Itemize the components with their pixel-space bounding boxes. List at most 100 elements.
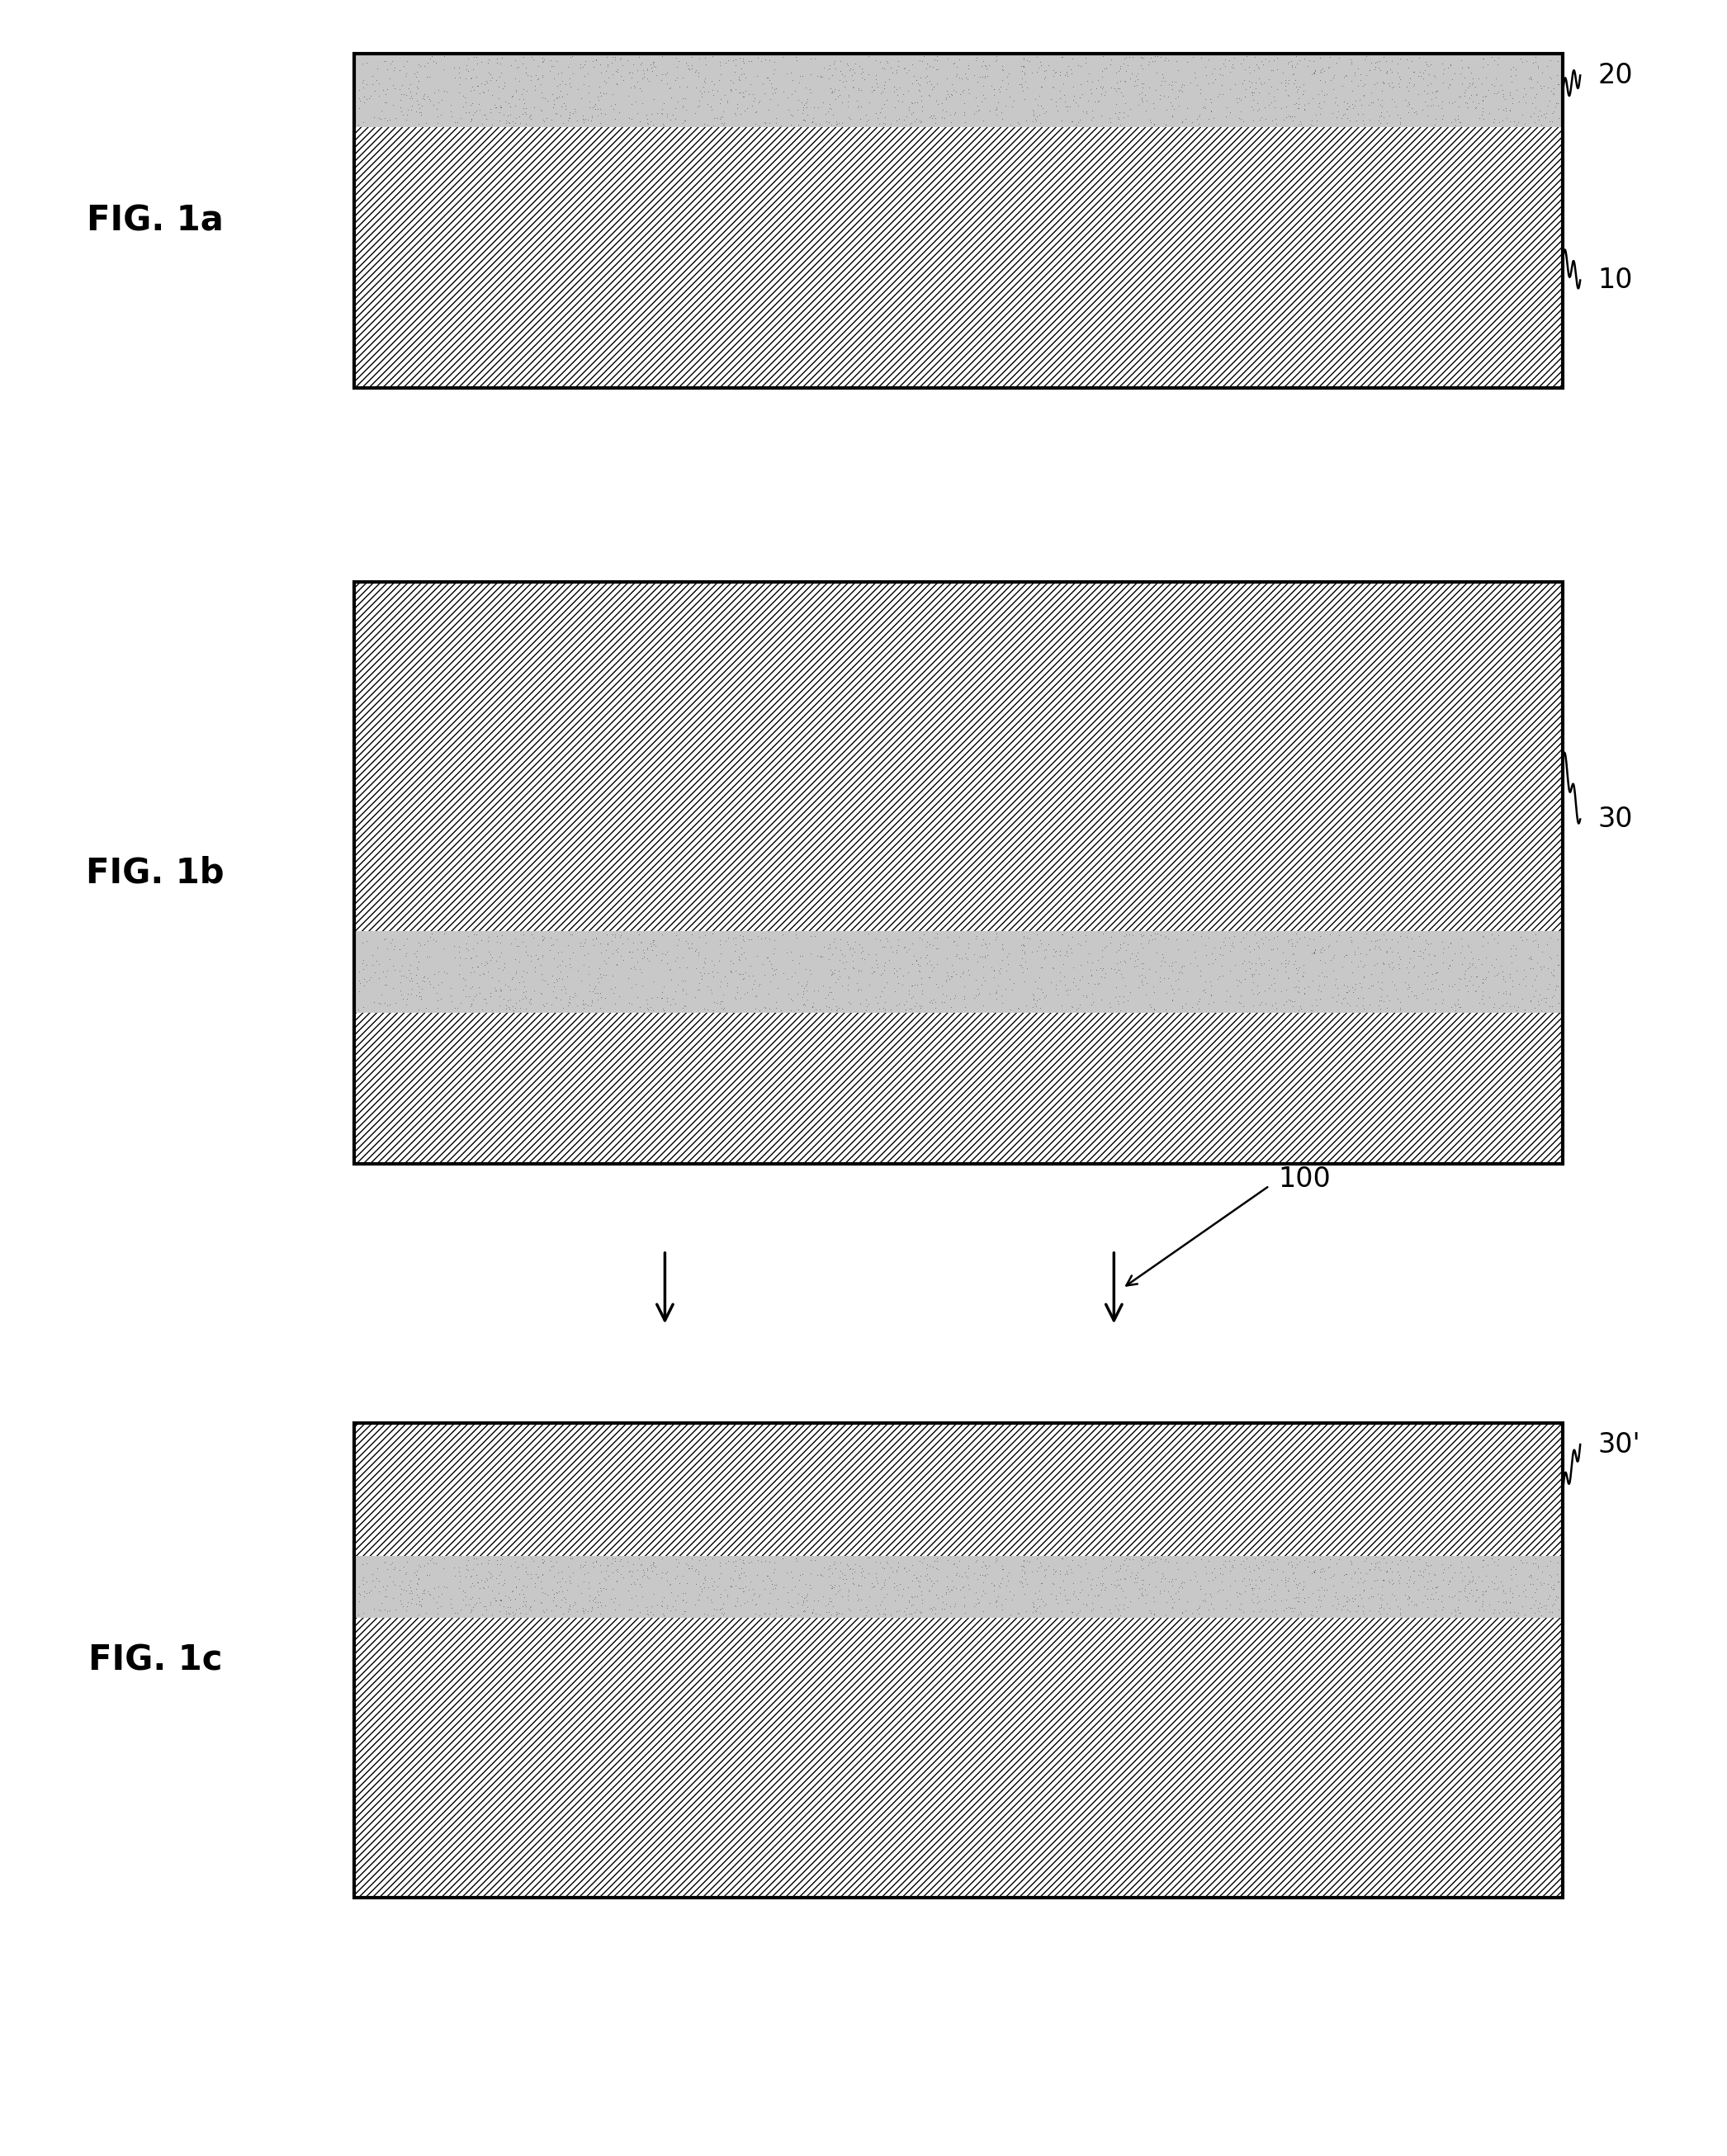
- Point: [1511, 1572, 1539, 1606]
- Point: [1511, 71, 1539, 106]
- Point: [920, 951, 948, 985]
- Point: [1518, 63, 1546, 97]
- Point: [371, 101, 399, 136]
- Point: [1300, 1554, 1328, 1589]
- Point: [694, 73, 722, 108]
- Point: [413, 60, 440, 95]
- Point: [566, 925, 594, 959]
- Point: [404, 86, 432, 121]
- Point: [1036, 1576, 1064, 1611]
- Point: [919, 1591, 946, 1626]
- Point: [815, 970, 843, 1005]
- Point: [822, 1552, 850, 1587]
- Point: [397, 88, 425, 123]
- Point: [1468, 67, 1496, 101]
- Point: [696, 972, 724, 1007]
- Point: [1521, 80, 1549, 114]
- Point: [1482, 75, 1509, 110]
- Point: [1521, 1546, 1549, 1580]
- Point: [473, 1593, 501, 1628]
- Point: [395, 75, 423, 110]
- Point: [1148, 63, 1176, 97]
- Point: [1060, 80, 1088, 114]
- Point: [827, 1595, 855, 1630]
- Point: [1031, 1552, 1059, 1587]
- Point: [1147, 964, 1174, 998]
- Point: [465, 69, 492, 103]
- Point: [1050, 938, 1078, 972]
- Point: [908, 103, 936, 138]
- Bar: [354, 582, 1563, 1164]
- Point: [1128, 1542, 1155, 1576]
- Point: [416, 1559, 444, 1593]
- Point: [1482, 63, 1509, 97]
- Point: [710, 1598, 737, 1632]
- Point: [775, 1585, 803, 1619]
- Point: [566, 929, 594, 964]
- Point: [1261, 962, 1288, 996]
- Point: [793, 1589, 820, 1623]
- Point: [791, 1580, 819, 1615]
- Point: [1411, 73, 1439, 108]
- Point: [1069, 1572, 1097, 1606]
- Point: [870, 985, 898, 1020]
- Point: [815, 927, 843, 962]
- Point: [496, 88, 523, 123]
- Point: [554, 959, 582, 994]
- Point: [618, 101, 646, 136]
- Text: 10: 10: [1597, 267, 1632, 293]
- Point: [1278, 50, 1306, 84]
- Point: [820, 925, 848, 959]
- Point: [712, 1574, 739, 1608]
- Point: [1015, 43, 1043, 78]
- Point: [731, 56, 758, 91]
- Point: [720, 54, 748, 88]
- Point: [775, 93, 803, 127]
- Point: [1085, 966, 1112, 1000]
- Point: [864, 69, 891, 103]
- Point: [591, 944, 618, 979]
- Point: [1516, 983, 1544, 1018]
- Point: [473, 65, 501, 99]
- Point: [969, 1544, 996, 1578]
- Point: [905, 1593, 933, 1628]
- Point: [468, 1546, 496, 1580]
- Point: [513, 56, 541, 91]
- Point: [1057, 1583, 1085, 1617]
- Point: [371, 1591, 399, 1626]
- Point: [914, 58, 941, 93]
- Point: [779, 1591, 807, 1626]
- Point: [509, 953, 537, 987]
- Point: [604, 979, 632, 1013]
- Point: [791, 101, 819, 136]
- Point: [793, 983, 820, 1018]
- Point: [637, 50, 665, 84]
- Point: [1078, 1572, 1105, 1606]
- Point: [522, 951, 549, 985]
- Point: [817, 1567, 845, 1602]
- Point: [882, 54, 910, 88]
- Point: [1285, 80, 1313, 114]
- Point: [547, 1583, 575, 1617]
- Point: [1344, 52, 1371, 86]
- Point: [556, 951, 584, 985]
- Point: [509, 91, 537, 125]
- Point: [623, 95, 651, 129]
- Point: [1110, 1561, 1138, 1595]
- Point: [1110, 968, 1138, 1003]
- Point: [898, 106, 926, 140]
- Point: [591, 63, 618, 97]
- Point: [1072, 918, 1100, 953]
- Point: [1316, 39, 1344, 73]
- Point: [995, 80, 1022, 114]
- Point: [1021, 981, 1048, 1015]
- Point: [882, 931, 910, 966]
- Point: [1337, 65, 1364, 99]
- Point: [1306, 63, 1333, 97]
- Point: [1459, 67, 1487, 101]
- Point: [406, 1585, 433, 1619]
- Point: [580, 972, 608, 1007]
- Point: [955, 47, 983, 82]
- Point: [623, 1552, 651, 1587]
- Point: [1332, 938, 1359, 972]
